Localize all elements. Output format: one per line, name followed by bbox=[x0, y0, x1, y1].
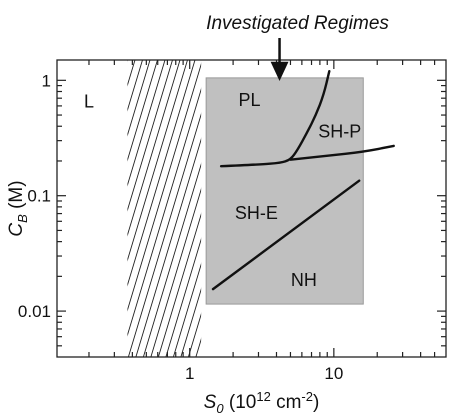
axis-ticks: 1 10 1 0.1 0.01 bbox=[18, 60, 446, 383]
hatch-line bbox=[127, 60, 181, 237]
y-tick-label: 0.01 bbox=[18, 302, 51, 321]
boundary-lines bbox=[211, 70, 395, 291]
region-labels: L PL SH-P SH-E NH bbox=[84, 90, 361, 290]
hatched-band bbox=[127, 60, 202, 357]
hatch-line bbox=[127, 87, 202, 337]
hatch-line bbox=[127, 60, 188, 262]
region-label: L bbox=[84, 92, 94, 112]
hatch-line bbox=[172, 262, 202, 357]
region-label: PL bbox=[239, 90, 261, 110]
hatch-line bbox=[127, 62, 202, 312]
hatch-line bbox=[127, 112, 202, 357]
y-axis-title: CB (M) bbox=[6, 180, 30, 236]
boundary-line bbox=[219, 70, 331, 168]
y-tick-label: 1 bbox=[42, 71, 51, 90]
hatch-line bbox=[127, 60, 173, 212]
boundary-line bbox=[211, 179, 361, 291]
hatch-lines bbox=[127, 60, 202, 357]
boundary-line bbox=[289, 144, 395, 161]
plot-frame bbox=[56, 59, 447, 358]
hatch-line bbox=[150, 187, 202, 357]
hatch-line bbox=[142, 162, 202, 357]
x-tick-label: 1 bbox=[185, 364, 194, 383]
region-label: NH bbox=[291, 270, 317, 290]
y-tick-label: 0.1 bbox=[27, 187, 51, 206]
investigated-regimes-box bbox=[205, 77, 364, 305]
x-axis-title: S0 (1012 cm-2) bbox=[204, 389, 320, 415]
hatch-line bbox=[157, 212, 202, 357]
hatch-line bbox=[127, 60, 196, 287]
hatch-line bbox=[127, 60, 128, 62]
region-label: SH-P bbox=[318, 121, 361, 141]
investigated-regimes-label: Investigated Regimes bbox=[206, 13, 389, 34]
hatch-line bbox=[135, 137, 202, 357]
region-label: SH-E bbox=[235, 203, 278, 223]
hatch-line bbox=[165, 237, 202, 357]
hatch-line bbox=[127, 60, 143, 112]
hatch-line bbox=[127, 60, 151, 137]
hatch-line bbox=[180, 287, 202, 357]
hatch-line bbox=[127, 60, 158, 162]
x-tick-label: 10 bbox=[324, 364, 343, 383]
hatch-line bbox=[127, 60, 166, 187]
investigated-regimes-arrow bbox=[270, 38, 289, 81]
